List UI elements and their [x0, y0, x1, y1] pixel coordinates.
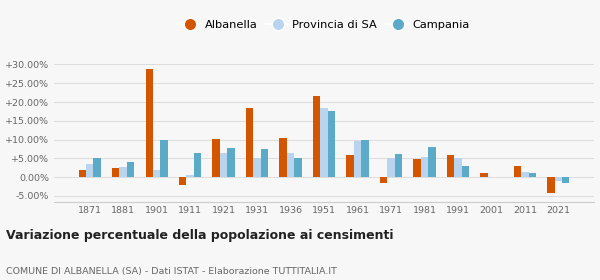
Bar: [79, 170, 86, 177]
Bar: [346, 155, 354, 177]
Bar: [395, 154, 402, 177]
Bar: [555, 177, 562, 181]
Bar: [253, 158, 261, 177]
Bar: [547, 177, 555, 193]
Text: Variazione percentuale della popolazione ai censimenti: Variazione percentuale della popolazione…: [6, 229, 394, 242]
Bar: [146, 69, 153, 177]
Bar: [220, 153, 227, 177]
Text: COMUNE DI ALBANELLA (SA) - Dati ISTAT - Elaborazione TUTTITALIA.IT: COMUNE DI ALBANELLA (SA) - Dati ISTAT - …: [6, 267, 337, 276]
Bar: [86, 164, 93, 177]
Bar: [428, 147, 436, 177]
Bar: [454, 158, 461, 177]
Bar: [514, 166, 521, 177]
Bar: [212, 139, 220, 177]
Bar: [112, 168, 119, 177]
Bar: [521, 172, 529, 177]
Bar: [287, 153, 294, 177]
Bar: [294, 158, 302, 177]
Bar: [461, 166, 469, 177]
Bar: [179, 177, 187, 185]
Bar: [160, 140, 167, 177]
Bar: [153, 170, 160, 177]
Bar: [354, 141, 361, 177]
Bar: [227, 148, 235, 177]
Bar: [447, 155, 454, 177]
Bar: [119, 167, 127, 177]
Bar: [313, 96, 320, 177]
Bar: [387, 158, 395, 177]
Bar: [280, 138, 287, 177]
Bar: [413, 159, 421, 177]
Bar: [481, 173, 488, 177]
Bar: [246, 108, 253, 177]
Bar: [361, 140, 368, 177]
Bar: [421, 157, 428, 177]
Bar: [562, 177, 569, 183]
Bar: [320, 108, 328, 177]
Bar: [529, 173, 536, 177]
Legend: Albanella, Provincia di SA, Campania: Albanella, Provincia di SA, Campania: [176, 17, 472, 32]
Bar: [380, 177, 387, 183]
Bar: [328, 111, 335, 177]
Bar: [261, 149, 268, 177]
Bar: [187, 175, 194, 177]
Bar: [93, 158, 101, 177]
Bar: [127, 162, 134, 177]
Bar: [194, 153, 201, 177]
